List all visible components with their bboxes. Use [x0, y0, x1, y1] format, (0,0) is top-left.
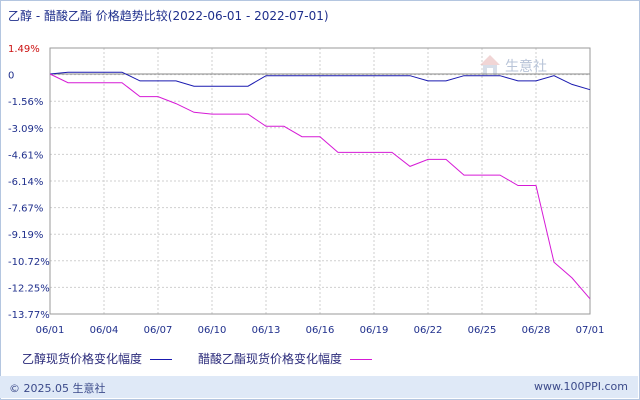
x-tick-label: 06/28: [522, 325, 551, 336]
y-tick-label: -4.61%: [8, 150, 43, 161]
series-line-2: [49, 73, 591, 300]
footer-bar: © 2025.05 生意社 www.100PPI.com: [0, 376, 638, 398]
x-tick-label: 06/25: [468, 325, 497, 336]
series: [49, 71, 591, 300]
plot-area-border: [49, 47, 591, 315]
x-tick-label: 06/19: [360, 325, 389, 336]
x-tick-label: 06/13: [252, 325, 281, 336]
footer-copyright: © 2025.05 生意社: [9, 382, 106, 395]
x-tick-label: 07/01: [576, 325, 605, 336]
series-line-1: [49, 71, 591, 91]
y-tick-label: -7.67%: [8, 204, 43, 215]
watermark-text: 生意社: [505, 58, 547, 75]
axes: [49, 47, 591, 315]
legend-line-series2: [350, 359, 373, 360]
y-tick-label: -13.77%: [8, 310, 50, 321]
x-tick-label: 06/10: [198, 325, 227, 336]
legend-item-series2: 醋酸乙酯现货价格变化幅度: [198, 350, 373, 367]
y-tick-label: -10.72%: [8, 257, 50, 268]
x-tick-label: 06/04: [90, 325, 119, 336]
footer-site-link[interactable]: www.100PPI.com: [534, 380, 628, 393]
y-tick-label: -6.14%: [8, 177, 43, 188]
y-tick-label: -3.09%: [8, 124, 43, 135]
x-tick-label: 06/01: [36, 325, 65, 336]
watermark-logo-icon: [480, 55, 500, 75]
x-tick-label: 06/07: [144, 325, 173, 336]
y-tick-label: -9.19%: [8, 230, 43, 241]
x-tick-label: 06/16: [306, 325, 335, 336]
legend-label-series1: 乙醇现货价格变化幅度: [22, 352, 143, 366]
y-tick-labels: 1.49% 0 -1.56% -3.09% -4.61% -6.14% -7.67% -9.1…: [8, 44, 50, 321]
y-tick-label: -12.25%: [8, 283, 50, 294]
watermark: 生意社: [480, 55, 547, 75]
legend-item-series1: 乙醇现货价格变化幅度: [22, 350, 173, 367]
y-tick-label: 1.49%: [8, 44, 40, 55]
y-tick-label: 0: [8, 71, 14, 82]
y-tick-label: -1.56%: [8, 97, 43, 108]
x-tick-label: 06/22: [414, 325, 443, 336]
chart-title: 乙醇 - 醋酸乙酯 价格趋势比较(2022-06-01 - 2022-07-01…: [8, 9, 329, 23]
legend-line-series1: [150, 359, 173, 360]
grid: [50, 48, 590, 314]
x-tick-labels: 06/01 06/04 06/07 06/10 06/13 06/16 06/19 06/22…: [36, 325, 605, 336]
legend-label-series2: 醋酸乙酯现货价格变化幅度: [198, 352, 343, 366]
